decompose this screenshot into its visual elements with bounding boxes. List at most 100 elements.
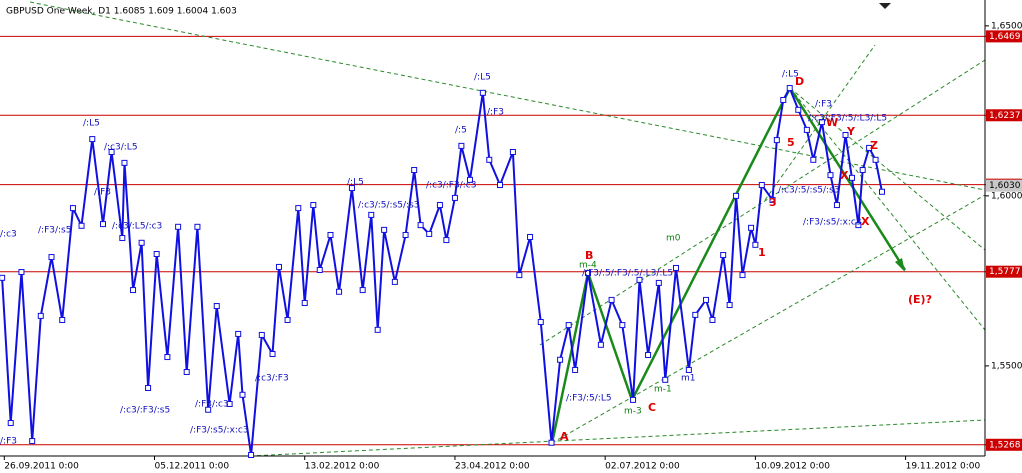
annotation: /:L5 xyxy=(347,178,364,188)
vertex xyxy=(7,420,14,427)
vertex xyxy=(572,366,579,373)
annotation: /:c3/:5/:s5/:s3 xyxy=(778,186,840,196)
vertex xyxy=(381,226,388,233)
annotation: B xyxy=(585,249,593,262)
annotation: X xyxy=(840,169,849,182)
vertex xyxy=(878,188,885,195)
vertex xyxy=(78,222,85,229)
vertex xyxy=(239,391,246,398)
vertex xyxy=(795,106,802,113)
vertex xyxy=(479,89,486,96)
vertex xyxy=(194,223,201,230)
annotation: m0 xyxy=(666,234,681,244)
vertex xyxy=(597,341,604,348)
annotation: /:c3/:L5 xyxy=(104,143,138,153)
vertex xyxy=(752,241,759,248)
annotation: X xyxy=(861,215,870,228)
vertex xyxy=(48,254,55,261)
vertex xyxy=(451,194,458,201)
vertex xyxy=(662,376,669,383)
annotation: (E)? xyxy=(908,293,932,306)
arrow-head xyxy=(895,258,905,272)
x-tick-label: 13.02.2012 0:00 xyxy=(305,462,380,472)
vertex xyxy=(269,350,276,357)
vertex xyxy=(516,272,523,279)
annotation: /:F3/:s5/:x:c3 xyxy=(803,218,862,228)
vertex xyxy=(636,276,643,283)
y-tick-label: 1,6000 xyxy=(991,191,1022,201)
vertex xyxy=(402,231,409,238)
vertex xyxy=(509,149,516,155)
annotation: /:c3/:5/:s5/:s3 xyxy=(358,201,420,211)
annotation: /:F3/:5/:F3/:5/:L3/:L5 xyxy=(582,269,673,279)
vertex xyxy=(175,223,182,230)
dropdown[interactable] xyxy=(879,3,891,9)
vertex xyxy=(780,96,787,103)
vertex xyxy=(374,326,381,333)
annotation: /:L5 xyxy=(83,119,100,129)
annotation: C xyxy=(648,401,656,414)
vertex xyxy=(301,299,308,306)
vertex xyxy=(565,322,572,329)
vertex xyxy=(295,205,302,212)
annotation: /:L5 xyxy=(474,73,491,83)
trend-line xyxy=(764,44,876,201)
vertex xyxy=(89,136,96,143)
vertex xyxy=(497,181,504,188)
vertex xyxy=(153,251,160,258)
vertex xyxy=(310,202,317,209)
annotation: /:F3 xyxy=(0,437,17,447)
vertex xyxy=(327,231,334,238)
vertex xyxy=(872,156,879,163)
vertex xyxy=(557,356,564,363)
annotation: Z xyxy=(870,139,878,152)
vertex xyxy=(164,354,171,361)
annotation: W xyxy=(826,116,838,129)
vertex xyxy=(866,144,873,151)
vertex xyxy=(336,288,343,295)
annotation: /:F3/:s5/:x:c3 xyxy=(190,426,249,436)
vertex xyxy=(859,167,866,174)
vertex xyxy=(692,311,699,318)
trend-line xyxy=(551,194,986,444)
vertex xyxy=(748,224,755,231)
level-label: 1,5777 xyxy=(989,267,1021,277)
x-tick-label: 10.09.2012 0:00 xyxy=(755,462,830,472)
vertex xyxy=(584,270,591,277)
level-tag xyxy=(986,438,1022,451)
annotation: /:c3/:F3/:5/:L3/:L5 xyxy=(808,114,887,124)
vertex xyxy=(466,176,473,183)
annotation: /:c3 xyxy=(0,230,17,240)
vertex xyxy=(226,400,233,407)
vertex xyxy=(426,230,433,237)
vertex xyxy=(810,156,817,163)
annotation: 1 xyxy=(758,246,766,259)
vertex xyxy=(108,149,115,155)
vertex xyxy=(37,312,44,319)
annotation: /:c3/:F3 xyxy=(255,374,289,384)
vertex xyxy=(703,296,710,303)
vertex xyxy=(411,167,418,174)
vertex xyxy=(769,196,776,203)
annotations: /:L5 D /:L5 W Y Z X X (E)? 1 3 5 A B C m… xyxy=(0,70,932,447)
vertex xyxy=(630,396,637,403)
annotation: /:F3 xyxy=(815,100,832,110)
annotation: D xyxy=(795,75,804,88)
vertex xyxy=(69,205,76,212)
x-tick-label: 19.11.2012 0:00 xyxy=(906,462,981,472)
annotation: Y xyxy=(846,125,856,138)
annotation: m1 xyxy=(681,374,696,384)
vertex xyxy=(119,235,126,242)
vertex xyxy=(359,287,366,294)
annotation: /:F3/:c3 xyxy=(195,400,229,410)
annotation: /:c3/:F3/:c3 xyxy=(426,181,476,191)
vertex xyxy=(130,287,137,294)
vertex xyxy=(773,137,780,144)
vertex xyxy=(443,237,450,244)
vertex xyxy=(458,142,465,149)
level-tag xyxy=(986,109,1022,122)
vertex xyxy=(391,278,398,285)
vertex xyxy=(138,239,145,246)
y-tick-label: 1,6500 xyxy=(991,21,1022,31)
